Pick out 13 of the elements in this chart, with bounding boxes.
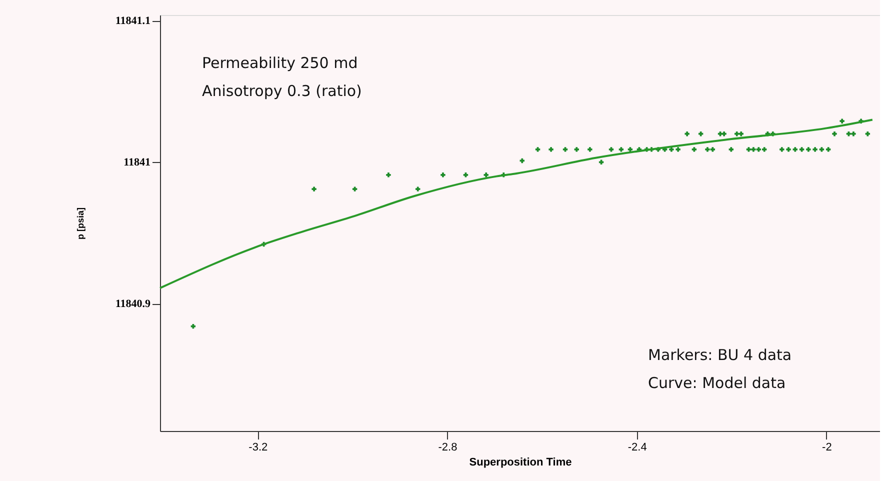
annotation: Anisotropy 0.3 (ratio)	[202, 82, 362, 100]
x-tick-label: -2.8	[438, 442, 458, 454]
y-axis-title: p [psia]	[75, 207, 86, 240]
x-tick-label: -2	[822, 442, 832, 454]
y-tick-label: 11840.9	[115, 298, 151, 310]
annotation: Markers: BU 4 data	[648, 346, 792, 364]
annotation: Permeability 250 md	[202, 54, 358, 72]
y-tick-label: 11841	[124, 156, 150, 169]
y-tick-label: 11841.1	[115, 15, 150, 28]
x-tick-label: -3.2	[248, 442, 268, 454]
annotation: Curve: Model data	[648, 374, 786, 392]
x-axis-title: Superposition Time	[469, 456, 572, 468]
x-tick-label: -2.4	[628, 442, 647, 454]
